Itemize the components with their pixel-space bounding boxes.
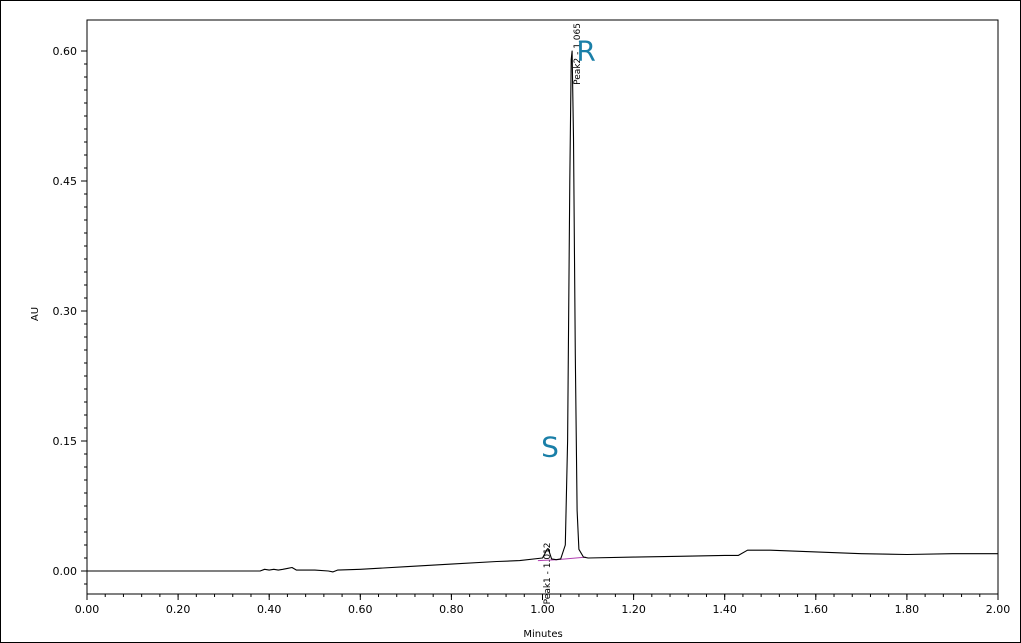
- x-tick-label: 0.20: [166, 603, 191, 616]
- peak-label: Peak2 - 1.065: [573, 23, 583, 85]
- y-tick-label: 0.00: [53, 565, 78, 578]
- x-tick-label: 1.40: [712, 603, 737, 616]
- x-tick-label: 1.20: [621, 603, 646, 616]
- x-tick-label: 0.60: [348, 603, 373, 616]
- x-tick-label: 2.00: [986, 603, 1011, 616]
- peak-letter: S: [541, 430, 559, 463]
- y-tick-label: 0.45: [53, 175, 78, 188]
- peak-letter: R: [576, 35, 595, 68]
- x-tick-label: 1.60: [804, 603, 829, 616]
- baseline-segment: [537, 559, 557, 562]
- y-tick-label: 0.15: [53, 435, 78, 448]
- y-tick-label: 0.60: [53, 45, 78, 58]
- x-tick-label: 0.00: [75, 603, 100, 616]
- peak-label: Peak1 - 1.012: [543, 542, 553, 604]
- x-axis: 0.00 0.20 0.40 0.60 0.80 1.00 1.20 1.40 1.60 1.80…: [75, 594, 1011, 616]
- x-axis-title: Minutes: [523, 629, 562, 640]
- baseline-segment: [556, 556, 586, 561]
- x-tick-label: 1.00: [530, 603, 555, 616]
- x-tick-label: 1.80: [895, 603, 920, 616]
- y-axis: 0.00 0.15 0.30 0.45 0.60: [53, 45, 87, 585]
- y-axis-title: AU: [30, 307, 41, 321]
- chromatogram-traces: [87, 50, 998, 573]
- y-tick-label: 0.30: [53, 305, 78, 318]
- x-tick-label: 0.40: [257, 603, 282, 616]
- chromatogram-trace: [87, 50, 998, 573]
- x-tick-label: 0.80: [439, 603, 464, 616]
- integration-baselines: [537, 556, 586, 562]
